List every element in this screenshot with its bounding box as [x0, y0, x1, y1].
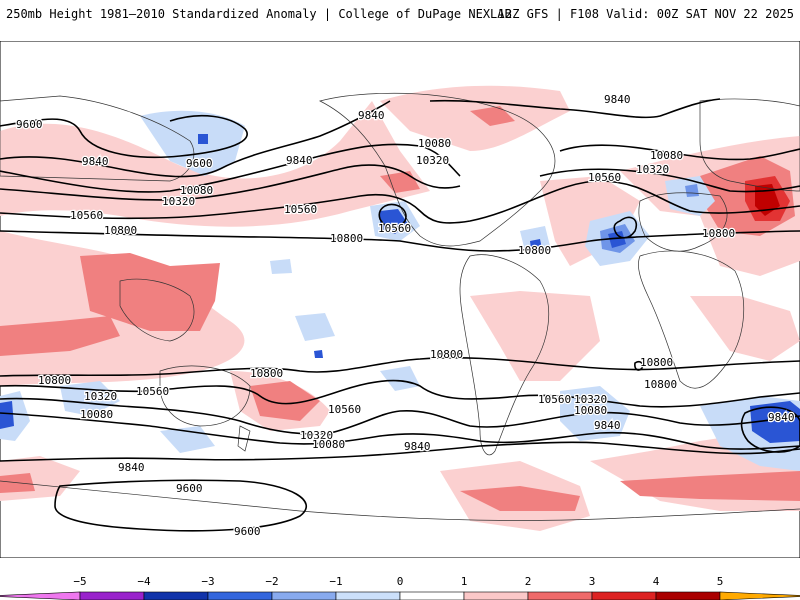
contour-10560-cal-loop	[378, 203, 407, 229]
contour-label-c9840-np: 9840	[82, 155, 109, 168]
contour-atlantic-loop	[613, 216, 638, 239]
contour-label-c10320-eu: 10320	[636, 163, 669, 176]
contour-label-c10800-sw: 10800	[38, 374, 71, 387]
contour-small-loop	[634, 361, 644, 371]
colorbar-bin-11	[719, 591, 800, 600]
contour-label-c9600-nw: 9600	[16, 118, 43, 131]
contour-label-c10560-epac: 10560	[284, 203, 317, 216]
contour-9840-north	[0, 98, 721, 178]
contour-label-c10080-satl: 10080	[574, 404, 607, 417]
colorbar-bin-1	[79, 591, 145, 600]
contour-label-c10080-lab: 10080	[418, 137, 451, 150]
contour-9600-south	[54, 479, 307, 532]
colorbar-tick-1: −4	[137, 575, 151, 588]
contour-label-c10800-car: 10800	[518, 244, 551, 257]
map-header: 250mb Height 1981–2010 Standardized Anom…	[0, 0, 800, 28]
contour-label-c10800-wpac: 10800	[104, 224, 137, 237]
colorbar-tick-3: −2	[265, 575, 278, 588]
contour-label-c10560-sw: 10560	[136, 385, 169, 398]
contour-label-c10800-sio: 10800	[640, 356, 673, 369]
contour-label-c10800-af: 10800	[702, 227, 735, 240]
colorbar-tick-4: −1	[329, 575, 342, 588]
contour-10320-north	[0, 164, 800, 201]
contour-label-c9840-spac: 9840	[404, 440, 431, 453]
contour-label-c9840-satl: 9840	[594, 419, 621, 432]
colorbar-bin-10	[655, 591, 721, 600]
contour-label-c10080-spac: 10080	[312, 438, 345, 451]
colorbar-bin-2	[143, 591, 209, 600]
contour-label-c10560-spac2: 10560	[328, 403, 361, 416]
colorbar-tick-9: 4	[653, 575, 660, 588]
contour-10800-south	[0, 356, 800, 377]
anomaly-colorbar: −5 −4 −3 −2 −1 0 1 2 3 4 5	[0, 575, 800, 600]
colorbar-tick-labels: −5 −4 −3 −2 −1 0 1 2 3 4 5	[73, 575, 723, 588]
contour-label-c10560-cal: 10560	[378, 222, 411, 235]
contour-label-c9840-pac: 9840	[286, 154, 313, 167]
contour-label-c10800-spac: 10800	[430, 348, 463, 361]
height-contours	[0, 98, 800, 532]
contour-label-c10080-eu: 10080	[650, 149, 683, 162]
contour-label-c10800-sa: 10800	[644, 378, 677, 391]
contour-10800-north	[0, 230, 800, 252]
contour-label-c9600-ant: 9600	[234, 525, 261, 538]
colorbar-bin-9	[591, 591, 657, 600]
colorbar-tick-10: 5	[717, 575, 724, 588]
contour-label-c9840-sw: 9840	[118, 461, 145, 474]
colorbar-bin-8	[527, 591, 593, 600]
colorbar-bins	[0, 591, 800, 600]
contour-label-c9840-atl: 9840	[604, 93, 631, 106]
colorbar-bin-5	[335, 591, 401, 600]
contour-label-c10800-nz: 10800	[250, 367, 283, 380]
contour-9840-south	[0, 441, 800, 462]
colorbar-bin-0	[0, 591, 81, 600]
contour-10320-south	[0, 397, 800, 435]
contour-9600-north	[0, 114, 248, 159]
very-strong-positive-anomaly-fill	[745, 176, 790, 221]
contour-label-c10800-epac: 10800	[330, 232, 363, 245]
contour-label-c10560-satl: 10560	[538, 393, 571, 406]
contour-9840-sio-loop	[740, 406, 800, 453]
contour-10080-south	[0, 412, 800, 450]
contour-label-c10560-wpac: 10560	[70, 209, 103, 222]
colorbar-tick-0: −5	[73, 575, 86, 588]
strong-negative-anomaly-fill	[0, 134, 800, 443]
colorbar-tick-6: 1	[461, 575, 468, 588]
contour-label-c10320-spac: 10320	[300, 429, 333, 442]
contour-label-c9600-sw: 9600	[176, 482, 203, 495]
model-run-info: 12Z GFS | F108 Valid: 00Z SAT NOV 22 202…	[497, 7, 794, 21]
contour-label-c10080-pac: 10080	[180, 184, 213, 197]
contour-label-c9840-can: 9840	[358, 109, 385, 122]
contour-label-c10320-lab: 10320	[416, 154, 449, 167]
contour-label-c10320-pac: 10320	[162, 195, 195, 208]
contour-label-c10560-atl: 10560	[588, 171, 621, 184]
contour-label-c10320-satl: 10320	[574, 393, 607, 406]
contour-10080-north	[0, 143, 800, 193]
colorbar-tick-8: 3	[589, 575, 596, 588]
colorbar-bin-3	[207, 591, 273, 600]
contour-10560-north	[0, 180, 800, 224]
colorbar-tick-7: 2	[525, 575, 532, 588]
colorbar-tick-5: 0	[397, 575, 404, 588]
contour-label-c10320-sw: 10320	[84, 390, 117, 403]
colorbar-bin-4	[271, 591, 337, 600]
colorbar-bin-7	[463, 591, 529, 600]
colorbar-tick-2: −3	[201, 575, 214, 588]
contour-label-c9840-sio: 9840	[768, 411, 795, 424]
contour-label-c10080-sw: 10080	[80, 408, 113, 421]
contour-label-c9600-ak: 9600	[186, 157, 213, 170]
map-title: 250mb Height 1981–2010 Standardized Anom…	[6, 7, 512, 21]
colorbar-bin-6	[399, 591, 465, 600]
contour-10560-south	[0, 379, 800, 408]
